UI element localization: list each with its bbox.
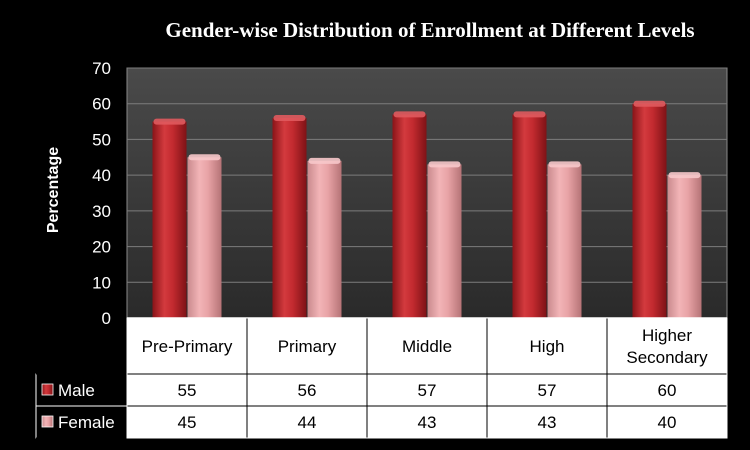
data-label-female: 43 (538, 413, 557, 432)
bar-male (272, 118, 307, 318)
data-label-female: 40 (658, 413, 677, 432)
bar-male (632, 103, 667, 318)
bar-top-male (633, 100, 666, 107)
table-header-row (127, 318, 727, 374)
x-category-label: High (530, 337, 565, 356)
bar-top-female (428, 161, 461, 168)
bar-top-male (273, 115, 306, 121)
x-category-label: Middle (402, 337, 452, 356)
y-tick-label: 10 (92, 273, 111, 292)
bar-female (547, 164, 582, 318)
y-tick-label: 60 (92, 95, 111, 114)
bar-top-female (548, 161, 581, 168)
data-label-female: 45 (178, 413, 197, 432)
bar-female (307, 160, 342, 318)
legend-key-female (41, 415, 54, 428)
y-tick-label: 30 (92, 202, 111, 221)
data-label-female: 43 (418, 413, 437, 432)
bar-top-female (188, 154, 221, 161)
bar-male (392, 114, 427, 318)
bar-female (427, 164, 462, 318)
y-tick-label: 70 (92, 59, 111, 78)
x-category-label: Primary (278, 337, 337, 356)
plot-area (126, 67, 728, 319)
table-outline (126, 317, 728, 439)
x-category-label: Pre-Primary (142, 337, 233, 356)
y-tick-label: 0 (102, 309, 111, 328)
bar-female (667, 175, 702, 318)
bar-top-male (513, 111, 546, 118)
legend-label-male: Male (58, 381, 95, 400)
data-label-male: 57 (538, 381, 557, 400)
data-label-female: 44 (298, 413, 317, 432)
y-tick-label: 50 (92, 130, 111, 149)
x-category-label: Higher (642, 326, 692, 345)
y-tick-label: 20 (92, 238, 111, 257)
legend-key-male (41, 383, 54, 396)
x-category-label: Secondary (626, 348, 708, 367)
data-label-male: 57 (418, 381, 437, 400)
bar-top-female (308, 157, 341, 164)
bar-female (187, 157, 222, 318)
bar-top-female (668, 172, 701, 179)
data-label-male: 55 (178, 381, 197, 400)
bar-male (512, 114, 547, 318)
chart-title: Gender-wise Distribution of Enrollment a… (165, 18, 695, 42)
bar-top-male (393, 111, 426, 118)
y-tick-label: 40 (92, 166, 111, 185)
data-label-male: 60 (658, 381, 677, 400)
bar-male (152, 121, 187, 318)
data-label-male: 56 (298, 381, 317, 400)
bar-top-male (153, 118, 186, 125)
legend-label-female: Female (58, 413, 115, 432)
